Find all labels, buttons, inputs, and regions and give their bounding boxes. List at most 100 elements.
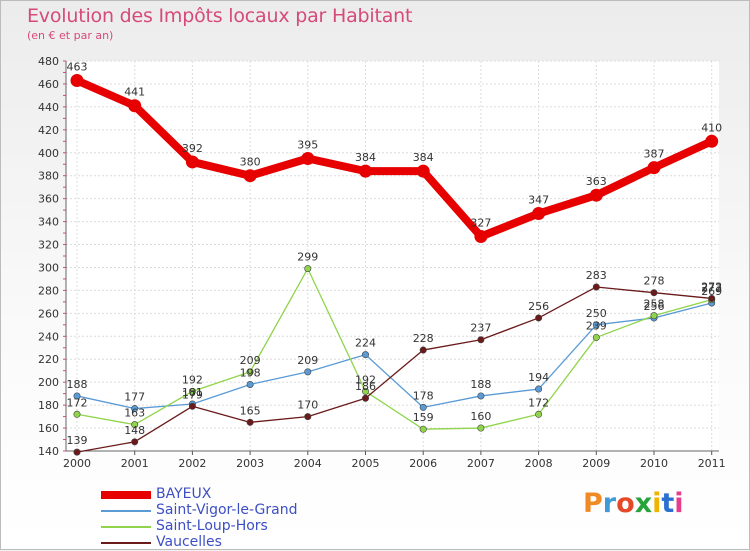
data-point xyxy=(131,438,139,446)
data-point xyxy=(650,289,658,297)
data-label: 272 xyxy=(701,282,722,295)
y-tick-label: 480 xyxy=(38,55,59,68)
data-point xyxy=(131,405,139,413)
legend-swatch xyxy=(101,542,151,544)
data-point xyxy=(589,188,603,202)
series-line-2 xyxy=(76,267,713,430)
data-label: 384 xyxy=(355,151,376,164)
data-point xyxy=(246,418,254,426)
series-line-3 xyxy=(76,286,713,453)
legend-item: Saint-Loup-Hors xyxy=(101,518,361,535)
data-label: 256 xyxy=(528,300,549,313)
data-point xyxy=(70,74,84,87)
data-point xyxy=(705,134,719,148)
data-label: 380 xyxy=(240,156,261,169)
data-point xyxy=(188,387,196,395)
data-label: 172 xyxy=(528,396,549,409)
legend-label: Saint-Vigor-le-Grand xyxy=(156,502,298,518)
y-tick-label: 220 xyxy=(38,353,59,366)
data-label: 159 xyxy=(413,411,434,424)
data-label: 299 xyxy=(297,251,318,264)
proxiti-logo: Proxiti xyxy=(583,488,684,519)
data-point xyxy=(477,336,485,344)
y-tick-label: 460 xyxy=(38,78,59,91)
logo-letter: i xyxy=(652,488,662,519)
legend-swatch xyxy=(101,526,151,528)
data-point xyxy=(535,314,543,322)
data-label: 224 xyxy=(355,337,376,350)
legend-label: BAYEUX xyxy=(156,486,212,502)
data-label: 181 xyxy=(182,386,203,399)
data-label: 410 xyxy=(701,121,722,134)
x-tick-label: 2008 xyxy=(525,457,553,470)
data-point xyxy=(535,410,543,418)
data-point xyxy=(128,99,142,113)
legend-item: BAYEUX xyxy=(101,486,361,503)
data-label: 237 xyxy=(470,322,491,335)
data-point xyxy=(73,392,81,400)
data-label: 384 xyxy=(413,151,434,164)
x-tick-label: 2006 xyxy=(409,457,437,470)
data-point xyxy=(647,161,661,175)
y-tick-label: 380 xyxy=(38,170,59,183)
data-label: 278 xyxy=(644,275,665,288)
data-label: 178 xyxy=(413,389,434,402)
data-label: 256 xyxy=(644,300,665,313)
y-tick-label: 400 xyxy=(38,147,59,160)
data-label: 269 xyxy=(701,285,722,298)
data-point xyxy=(131,421,139,429)
y-tick-label: 340 xyxy=(38,216,59,229)
x-tick-label: 2011 xyxy=(698,457,726,470)
logo-letter: i xyxy=(674,488,684,519)
data-label: 170 xyxy=(297,399,318,412)
data-point xyxy=(416,164,430,178)
data-label: 188 xyxy=(67,378,88,391)
data-point xyxy=(361,351,369,359)
data-label: 177 xyxy=(124,391,145,404)
data-point xyxy=(477,424,485,432)
x-tick-label: 2002 xyxy=(178,457,206,470)
y-tick-label: 260 xyxy=(38,307,59,320)
x-tick-label: 2004 xyxy=(294,457,322,470)
data-label: 192 xyxy=(182,373,203,386)
x-tick-label: 2005 xyxy=(352,457,380,470)
data-point xyxy=(304,368,312,376)
data-label: 192 xyxy=(355,373,376,386)
y-tick-label: 240 xyxy=(38,330,59,343)
x-tick-label: 2009 xyxy=(582,457,610,470)
data-label: 228 xyxy=(413,332,434,345)
x-tick-label: 2001 xyxy=(121,457,149,470)
data-point xyxy=(361,394,369,402)
data-point xyxy=(419,403,427,411)
data-label: 186 xyxy=(355,380,376,393)
data-point xyxy=(243,169,257,183)
data-point xyxy=(73,448,81,456)
y-tick-label: 140 xyxy=(38,445,59,458)
data-label: 258 xyxy=(644,298,665,311)
x-tick-label: 2000 xyxy=(63,457,91,470)
y-tick-label: 180 xyxy=(38,399,59,412)
data-point xyxy=(477,392,485,400)
data-label: 250 xyxy=(586,307,607,320)
line-chart: 140 160 180 200 220 240 260 280 300 320 340 360 380 4… xyxy=(38,55,726,470)
x-tick-label: 2007 xyxy=(467,457,495,470)
y-tick-label: 440 xyxy=(38,101,59,114)
y-tick-label: 360 xyxy=(38,193,59,206)
logo-letter: o xyxy=(616,488,635,519)
data-label: 283 xyxy=(586,269,607,282)
data-point xyxy=(73,410,81,418)
data-point xyxy=(650,312,658,320)
data-point xyxy=(419,346,427,354)
data-label: 239 xyxy=(586,319,607,332)
data-label: 209 xyxy=(240,354,261,367)
legend-swatch xyxy=(101,491,151,499)
data-label: 441 xyxy=(124,86,145,99)
data-label: 172 xyxy=(67,396,88,409)
data-point xyxy=(592,283,600,291)
logo-letter: x xyxy=(634,488,653,519)
x-tick-label: 2010 xyxy=(640,457,668,470)
y-tick-label: 420 xyxy=(38,124,59,137)
data-label: 160 xyxy=(470,410,491,423)
chart-title: Evolution des Impôts locaux par Habitant xyxy=(27,5,413,27)
data-label: 194 xyxy=(528,371,549,384)
